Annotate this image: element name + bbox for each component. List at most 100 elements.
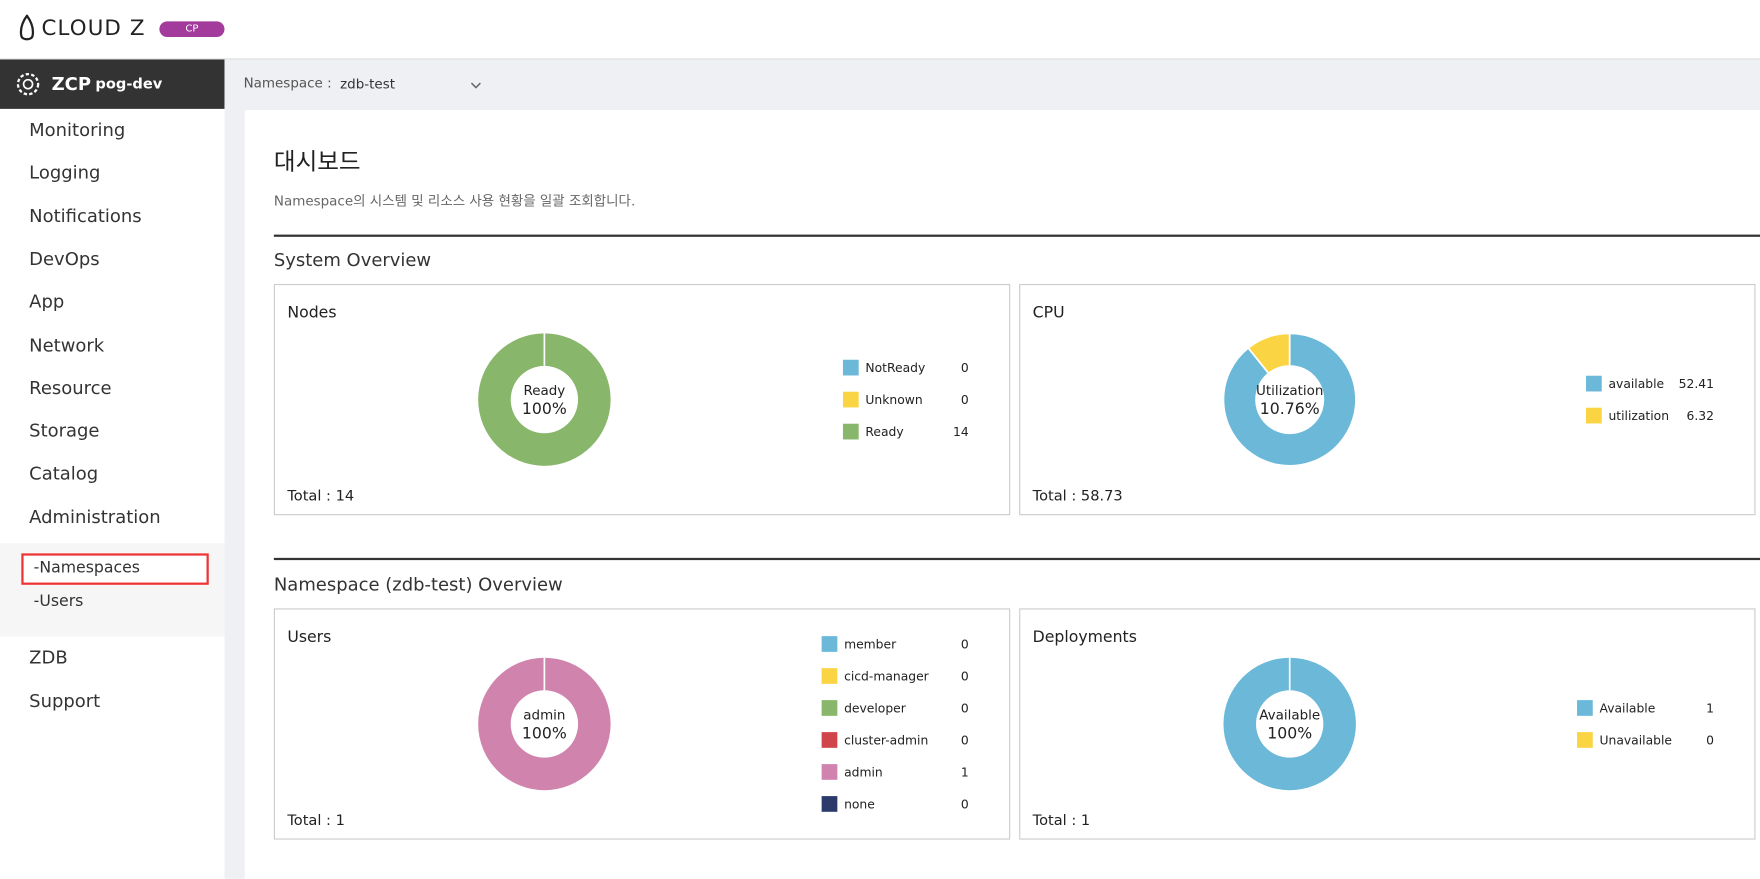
- menu-item[interactable]: Catalog: [29, 462, 99, 485]
- legend-value: 0: [961, 393, 969, 407]
- legend-swatch: [1577, 700, 1593, 716]
- total-value: 14: [336, 488, 355, 505]
- chart-panel: Users admin 100% member 0 cicd-manager 0 develo…: [273, 608, 1011, 840]
- section-title: System Overview: [273, 249, 432, 271]
- legend-value: 0: [961, 637, 969, 651]
- menu-item[interactable]: Logging: [29, 161, 101, 184]
- legend-swatch: [821, 732, 838, 748]
- section-rule: [273, 234, 1760, 237]
- center-label: admin: [523, 708, 565, 723]
- gear-icon: [16, 72, 40, 96]
- product: ZCP: [51, 72, 92, 95]
- total-value: 1: [1081, 812, 1090, 829]
- legend-swatch: [821, 796, 838, 812]
- pie-segment: [478, 333, 611, 466]
- legend-swatch: [1586, 407, 1602, 424]
- logo-icon: [19, 14, 35, 41]
- center-value: 10.76%: [1260, 399, 1320, 418]
- menu-item[interactable]: Storage: [29, 419, 100, 442]
- chart-panel: Deployments Available 100% Available 1 Unavai…: [1019, 608, 1756, 840]
- legend-swatch: [842, 423, 859, 440]
- namespace-value[interactable]: zdb-test: [340, 76, 396, 93]
- top-bar: CLOUD Z CP: [0, 0, 1760, 60]
- menu-item[interactable]: Notifications: [29, 204, 142, 227]
- submenu-item[interactable]: -Namespaces: [33, 558, 140, 577]
- menu-item[interactable]: ZDB: [29, 646, 68, 668]
- dropdown-chevron[interactable]: [469, 80, 482, 91]
- total-label: Total :: [286, 488, 331, 505]
- cluster-header: ZCP pog-dev: [0, 59, 225, 109]
- total-value: 1: [336, 812, 345, 829]
- cluster: pog-dev: [95, 76, 163, 94]
- legend-label: cluster-admin: [844, 733, 928, 747]
- chart-title: CPU: [1033, 303, 1065, 322]
- logo-text: CLOUD Z: [41, 15, 146, 41]
- namespace-label: Namespace :: [243, 75, 332, 91]
- center-value: 100%: [522, 399, 567, 418]
- legend-label: available: [1608, 377, 1664, 391]
- legend-label: NotReady: [865, 361, 925, 375]
- center-label: Ready: [524, 384, 566, 399]
- highlight-box: [21, 553, 209, 585]
- pie-segment: [1223, 657, 1356, 791]
- total-label: Total :: [286, 812, 331, 829]
- legend-label: Available: [1599, 701, 1655, 715]
- center-value: 100%: [522, 724, 567, 743]
- menu-item[interactable]: DevOps: [29, 247, 100, 270]
- legend-swatch: [842, 359, 859, 376]
- legend-label: developer: [844, 701, 907, 715]
- legend-label: utilization: [1608, 409, 1669, 423]
- section-title: Namespace (zdb-test) Overview: [273, 573, 563, 595]
- legend-swatch: [842, 391, 859, 408]
- legend-value: 14: [953, 425, 969, 439]
- total-value: 58.73: [1081, 488, 1123, 505]
- chart-title: Nodes: [287, 303, 336, 322]
- legend-value: 52.41: [1679, 377, 1714, 391]
- center-value: 100%: [1267, 724, 1312, 743]
- chart-panel: CPU Utilization 10.76% available 52.41 utiliz…: [1019, 283, 1756, 516]
- total-label: Total :: [1032, 812, 1077, 829]
- pie-segment: [478, 657, 611, 791]
- badge: CP: [159, 21, 225, 38]
- legend-value: 0: [961, 701, 969, 715]
- total-label: Total :: [1032, 488, 1077, 505]
- center-label: Available: [1259, 708, 1320, 723]
- chart-panel: Nodes Ready 100% NotReady 0 Unknown 0 Ready 14 To…: [273, 283, 1011, 516]
- menu-item[interactable]: Support: [29, 689, 101, 712]
- legend-swatch: [1577, 732, 1593, 748]
- menu-item[interactable]: App: [29, 290, 65, 313]
- legend-value: 0: [961, 669, 969, 683]
- legend-swatch: [1586, 375, 1602, 392]
- legend-swatch: [821, 636, 838, 652]
- legend-label: Ready: [865, 425, 903, 439]
- chart-title: Users: [287, 627, 331, 646]
- legend-label: Unavailable: [1599, 733, 1671, 747]
- legend-label: cicd-manager: [844, 669, 930, 683]
- legend-swatch: [821, 764, 838, 780]
- chart-title: Deployments: [1033, 627, 1137, 646]
- page-description: Namespace의 시스템 및 리소스 사용 현황을 일괄 조회합니다.: [273, 193, 636, 209]
- pie-segment: [1222, 332, 1357, 467]
- center-label: Utilization: [1256, 384, 1323, 399]
- legend-value: 0: [961, 361, 969, 375]
- legend-value: 0: [961, 797, 969, 811]
- legend-label: admin: [844, 765, 883, 779]
- submenu-item[interactable]: -Users: [33, 592, 84, 611]
- menu-item[interactable]: Administration: [29, 505, 161, 528]
- menu-item[interactable]: Network: [29, 333, 105, 356]
- sidebar: ZCP pog-dev Monitoring Logging Notificatio…: [0, 59, 225, 879]
- menu-item[interactable]: Monitoring: [29, 118, 126, 141]
- legend-label: member: [844, 637, 897, 651]
- legend-value: 6.32: [1687, 409, 1714, 423]
- legend-value: 0: [1706, 733, 1714, 747]
- legend-label: Unknown: [865, 393, 922, 407]
- legend-swatch: [821, 700, 838, 716]
- legend-value: 1: [961, 765, 969, 779]
- menu-item[interactable]: Resource: [29, 376, 112, 399]
- section-rule: [273, 557, 1760, 561]
